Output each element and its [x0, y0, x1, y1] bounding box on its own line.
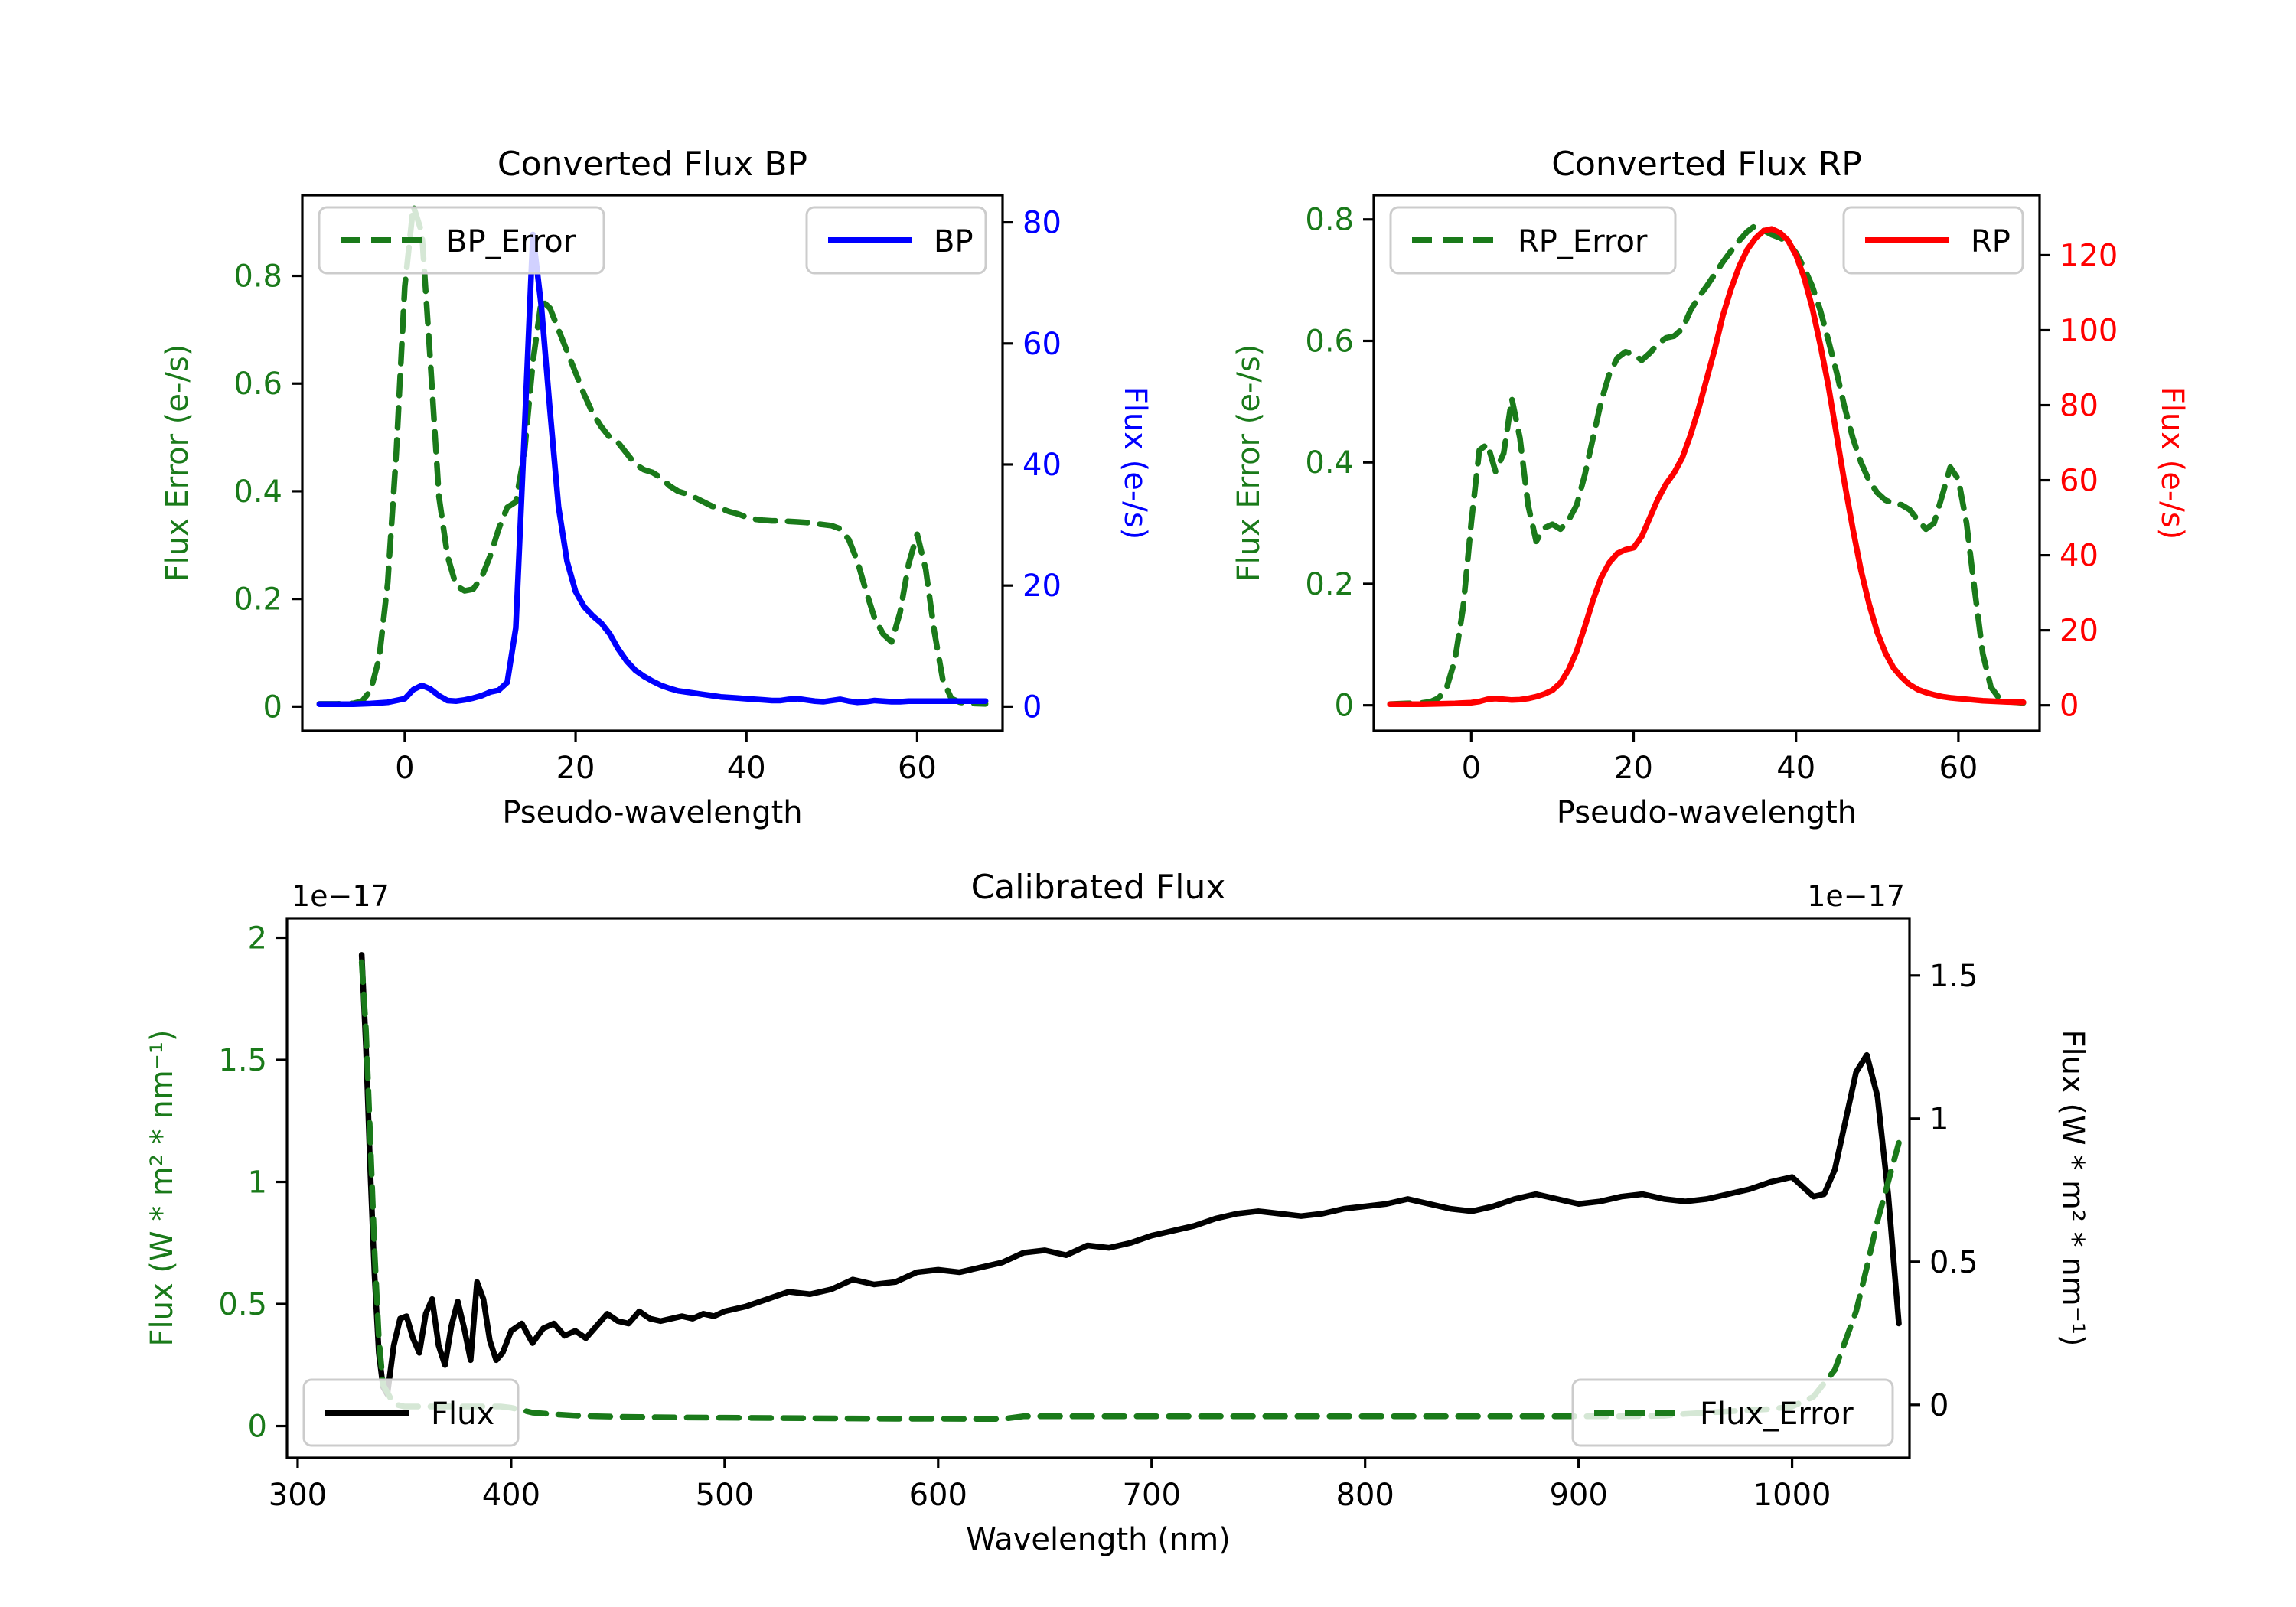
series-rp-rp: [1387, 226, 2027, 707]
ytick-left-label-calibrated: 0: [248, 1410, 267, 1445]
ytick-left-label-bp: 0.4: [233, 474, 282, 510]
xtick-label-calibrated: 600: [909, 1478, 967, 1513]
legend-box-rp-rp_error: [1389, 206, 1677, 275]
series-bp-bp: [316, 231, 989, 707]
ytick-right-label-rp: 20: [2060, 614, 2099, 649]
xtick-label-calibrated: 700: [1123, 1478, 1181, 1513]
chart-title-rp: Converted Flux RP: [1551, 145, 1862, 184]
ytick-right-label-rp: 100: [2060, 313, 2118, 348]
ytick-right-label-bp: 80: [1022, 206, 1062, 241]
legend-box-calibrated-flux_error: [1571, 1378, 1894, 1447]
ytick-right-label-calibrated: 1: [1929, 1102, 1949, 1137]
yaxis-left-label-rp: Flux Error (e-/s): [1231, 344, 1267, 582]
xaxis-label-calibrated: Wavelength (nm): [966, 1522, 1231, 1557]
ytick-right-label-bp: 0: [1022, 689, 1042, 725]
ytick-left-label-rp: 0.4: [1305, 445, 1354, 481]
xtick-label-bp: 40: [727, 751, 766, 786]
ytick-right-label-bp: 40: [1022, 448, 1062, 483]
legend-box-bp-bp_error: [318, 206, 605, 275]
ytick-left-label-calibrated: 0.5: [218, 1287, 267, 1322]
legend-label-calibrated-flux: Flux: [431, 1397, 494, 1432]
ytick-right-label-calibrated: 0.5: [1929, 1245, 1978, 1280]
series-rp-rp_error: [1387, 222, 2027, 707]
ytick-right-label-rp: 0: [2060, 689, 2079, 724]
legend-label-rp-rp: RP: [1971, 224, 2011, 259]
chart-title-calibrated: Calibrated Flux: [971, 868, 1226, 907]
ytick-left-label-calibrated: 1: [248, 1165, 267, 1201]
xaxis-label-rp: Pseudo-wavelength: [1557, 795, 1857, 830]
xtick-label-calibrated: 400: [482, 1478, 540, 1513]
series-calibrated-flux: [358, 952, 1902, 1397]
ytick-right-label-rp: 120: [2060, 238, 2118, 273]
plot-frame-bp: [301, 194, 1004, 732]
xtick-label-bp: 0: [395, 751, 414, 786]
legend-label-calibrated-flux_error: Flux_Error: [1700, 1397, 1854, 1432]
xtick-label-bp: 20: [556, 751, 595, 786]
legend-label-rp-rp_error: RP_Error: [1518, 224, 1648, 259]
ytick-right-label-rp: 80: [2060, 389, 2099, 424]
xtick-label-calibrated: 1000: [1753, 1478, 1831, 1513]
xtick-label-calibrated: 500: [696, 1478, 754, 1513]
series-bp-bp_error: [316, 203, 989, 707]
ytick-left-label-rp: 0.2: [1305, 567, 1354, 602]
legend-box-calibrated-flux: [302, 1378, 520, 1447]
series-calibrated-flux_error: [358, 959, 1902, 1423]
ytick-right-label-calibrated: 1.5: [1929, 959, 1978, 994]
offset-left-calibrated: 1e−17: [292, 879, 390, 913]
ytick-left-label-rp: 0.6: [1305, 324, 1354, 359]
xaxis-label-bp: Pseudo-wavelength: [502, 795, 802, 830]
xtick-label-calibrated: 900: [1549, 1478, 1607, 1513]
ytick-left-label-bp: 0.8: [233, 259, 282, 295]
yaxis-right-label-calibrated: Flux (W * m² * nm⁻¹): [2055, 1030, 2090, 1347]
chart-title-bp: Converted Flux BP: [497, 145, 807, 184]
yaxis-right-label-bp: Flux (e-/s): [1117, 386, 1153, 539]
xtick-label-calibrated: 300: [269, 1478, 327, 1513]
plot-frame-calibrated: [285, 917, 1911, 1459]
xtick-label-rp: 60: [1939, 751, 1978, 786]
xtick-label-calibrated: 800: [1336, 1478, 1394, 1513]
ytick-left-label-calibrated: 2: [248, 921, 267, 957]
ytick-right-label-calibrated: 0: [1929, 1388, 1949, 1423]
ytick-left-label-bp: 0.6: [233, 367, 282, 402]
ytick-right-label-bp: 20: [1022, 569, 1062, 604]
ytick-left-label-rp: 0.8: [1305, 203, 1354, 238]
ytick-left-label-calibrated: 1.5: [218, 1043, 267, 1078]
xtick-label-rp: 20: [1614, 751, 1653, 786]
ytick-right-label-rp: 40: [2060, 539, 2099, 574]
offset-right-calibrated: 1e−17: [1807, 879, 1905, 913]
yaxis-left-label-calibrated: Flux (W * m² * nm⁻¹): [145, 1030, 180, 1347]
ytick-left-label-rp: 0: [1335, 689, 1354, 724]
yaxis-left-label-bp: Flux Error (e-/s): [160, 344, 195, 582]
xtick-label-bp: 60: [898, 751, 937, 786]
ytick-left-label-bp: 0.2: [233, 582, 282, 618]
ytick-right-label-bp: 60: [1022, 327, 1062, 362]
ytick-left-label-bp: 0: [263, 689, 282, 725]
xtick-label-rp: 0: [1462, 751, 1481, 786]
yaxis-right-label-rp: Flux (e-/s): [2154, 386, 2190, 539]
plot-frame-rp: [1372, 194, 2041, 732]
ytick-right-label-rp: 60: [2060, 464, 2099, 499]
legend-label-bp-bp: BP: [934, 224, 974, 259]
xtick-label-rp: 40: [1776, 751, 1815, 786]
legend-label-bp-bp_error: BP_Error: [446, 224, 576, 259]
